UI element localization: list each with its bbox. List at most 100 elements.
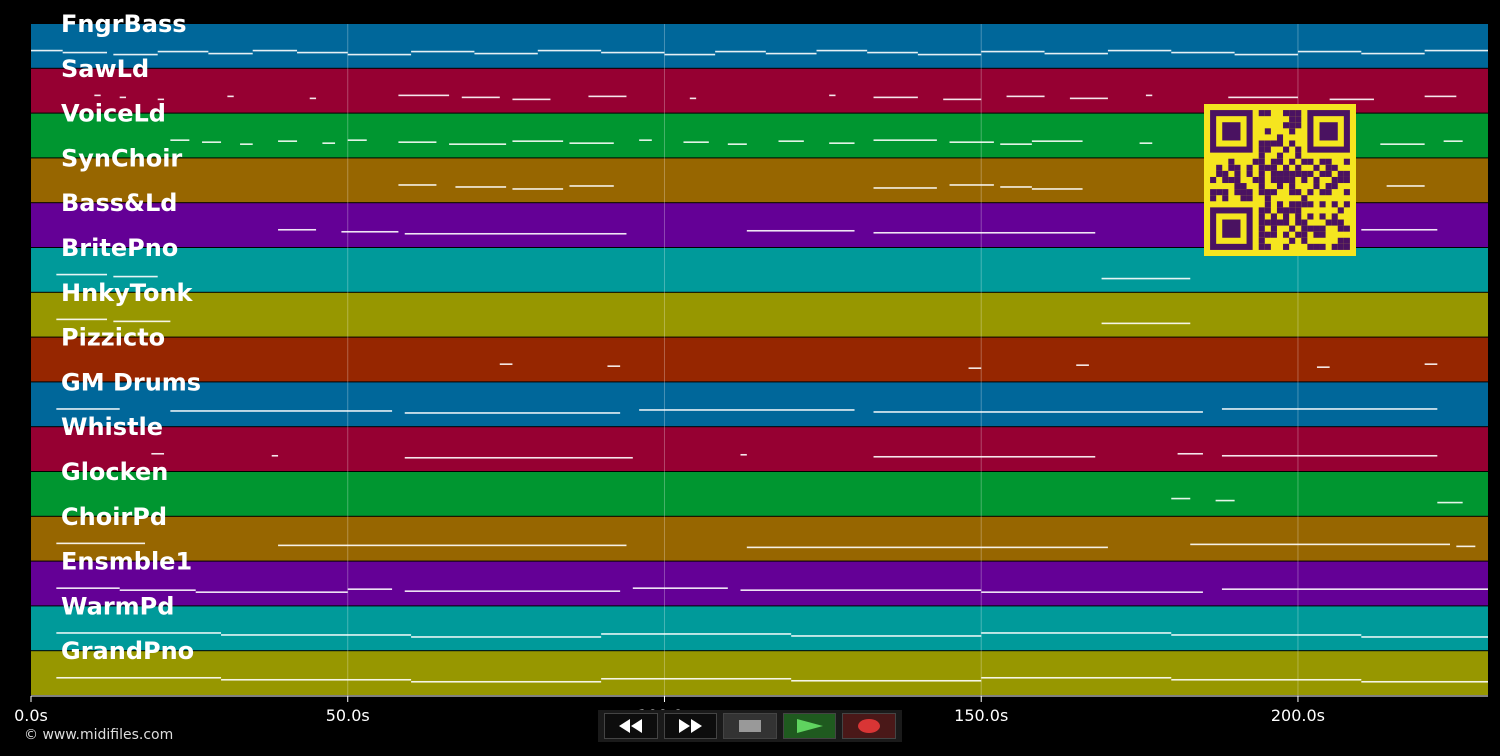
note-mark [1361,228,1438,231]
note-mark [119,96,127,99]
note-mark [601,633,792,635]
note-mark [1076,364,1089,366]
note-mark [398,184,437,186]
track-label: Whistle [61,413,163,441]
note-mark [1171,678,1362,681]
play-button[interactable] [782,713,837,739]
record-button[interactable] [842,713,896,739]
note-mark [474,52,538,55]
note-mark [512,188,564,190]
note-mark [601,677,792,680]
note-mark [740,453,747,456]
copyright-text: © www.midifiles.com [24,727,174,743]
tick-label: 150.0s [954,706,1008,725]
note-mark [113,53,158,56]
note-mark [1171,497,1191,500]
note-mark [917,53,982,56]
track-lane-7 [31,292,1488,337]
note-mark [981,676,1172,679]
note-mark [62,51,108,54]
note-mark [829,142,855,144]
note-mark [221,678,412,681]
note-mark [981,632,1172,634]
note-mark [873,139,937,141]
note-mark [157,98,165,101]
note-mark [512,140,564,142]
note-mark [157,50,209,53]
track-label: Ensmble1 [61,548,192,576]
note-mark [461,96,500,99]
track-label: GrandPno [61,637,194,665]
note-mark [1221,408,1438,410]
note-mark [873,231,1096,234]
track-label: ChoirPd [61,503,167,531]
note-mark [170,410,393,412]
note-mark [398,141,437,143]
note-mark [537,49,602,52]
note-mark [113,275,158,278]
note-mark [404,412,621,414]
note-mark [740,589,982,591]
note-mark [1443,140,1463,142]
note-mark [715,50,766,53]
note-mark [639,409,855,411]
track-label: Bass&Ld [61,189,177,217]
note-mark [1361,680,1488,683]
note-mark [499,363,513,365]
note-mark [569,185,614,187]
tick-label: 200.0s [1271,706,1325,725]
note-mark [341,230,399,233]
note-mark [221,634,412,636]
track-label: BritePno [61,234,178,262]
note-layer [31,49,1488,683]
note-mark [727,143,747,145]
note-mark [981,50,1045,53]
note-mark [119,589,196,591]
note-mark [1000,186,1032,188]
note-mark [56,632,222,634]
note-mark [151,452,165,455]
note-mark [113,320,171,323]
note-mark [1221,454,1438,457]
note-mark [411,636,602,638]
fast-forward-button[interactable] [663,713,718,739]
qr-code-icon[interactable] [1204,104,1356,256]
note-mark [1177,452,1203,455]
note-mark [791,635,982,637]
note-mark [1456,545,1476,548]
note-mark [449,143,507,145]
note-mark [683,141,709,143]
note-mark [309,97,317,100]
note-mark [746,546,1108,549]
note-mark [949,141,994,143]
rewind-button[interactable] [604,713,658,739]
note-mark [1215,499,1235,502]
tick-label: 50.0s [326,706,370,725]
note-mark [271,454,279,457]
track-label: FngrBass [61,10,187,38]
note-mark [31,49,63,52]
note-mark [297,51,348,54]
fast-forward-icon [679,719,703,733]
note-mark [829,94,836,97]
track-label: GM Drums [61,368,201,396]
note-mark [1386,185,1425,187]
note-mark [347,53,412,56]
note-mark [816,49,868,52]
note-mark [322,142,336,144]
note-mark [1145,94,1153,97]
note-mark [56,318,108,321]
track-label: Pizzicto [61,324,165,352]
note-mark [569,142,614,144]
note-mark [347,588,393,590]
note-mark [512,98,551,101]
note-mark [240,143,253,145]
track-lane-1 [31,24,1488,68]
note-mark [347,139,367,141]
note-mark [968,367,982,369]
stop-button[interactable] [723,713,777,739]
track-label: HnkyTonk [61,279,194,307]
note-mark [411,50,475,53]
note-mark [1107,49,1172,52]
note-mark [632,587,728,589]
